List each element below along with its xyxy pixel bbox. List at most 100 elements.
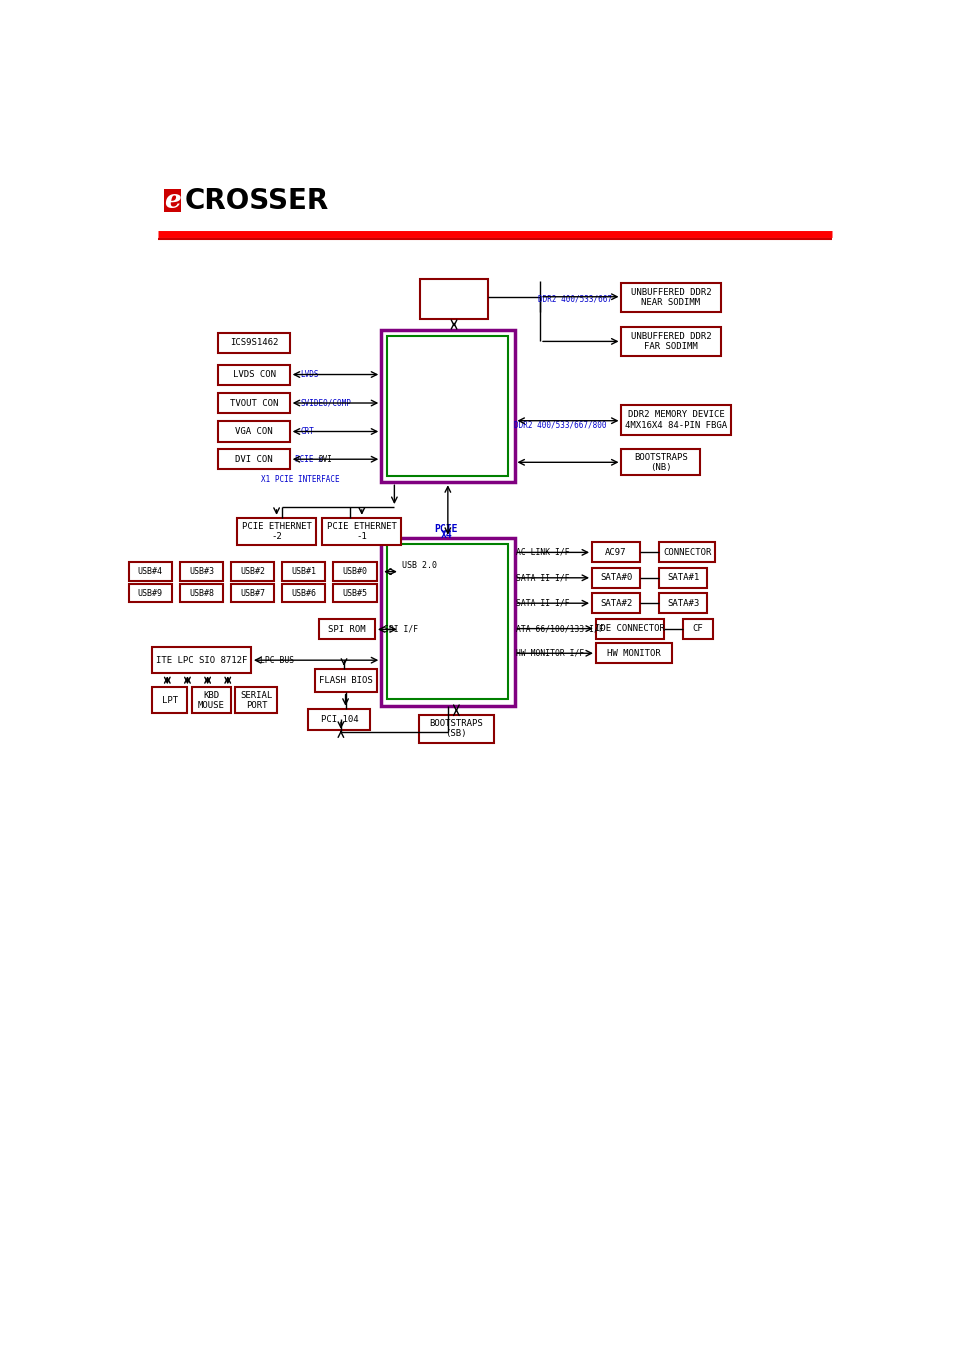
Bar — [218, 364, 290, 385]
Text: FLASH BIOS: FLASH BIOS — [318, 676, 372, 684]
Bar — [596, 643, 671, 663]
Bar — [282, 563, 325, 580]
Bar — [592, 543, 639, 563]
Text: ITE LPC SIO 8712F: ITE LPC SIO 8712F — [155, 656, 247, 664]
Text: DDR2 MEMORY DEVICE
4MX16X4 84-PIN FBGA: DDR2 MEMORY DEVICE 4MX16X4 84-PIN FBGA — [625, 410, 727, 429]
Text: LVDS: LVDS — [300, 370, 318, 379]
Text: VGA CON: VGA CON — [235, 427, 273, 436]
Bar — [381, 537, 514, 706]
Text: SERIAL
PORT: SERIAL PORT — [240, 691, 273, 710]
Bar — [387, 336, 508, 477]
Text: CROSSER: CROSSER — [184, 186, 328, 215]
Bar — [129, 563, 172, 580]
Bar — [419, 279, 488, 319]
Bar — [235, 687, 277, 713]
Text: PCIE ETHERNET
-1: PCIE ETHERNET -1 — [327, 522, 396, 541]
Bar — [179, 563, 223, 580]
Bar — [152, 687, 187, 713]
Bar — [620, 450, 700, 475]
Text: PCIE ETHERNET
-2: PCIE ETHERNET -2 — [241, 522, 312, 541]
Text: USB 2.0: USB 2.0 — [402, 562, 436, 570]
Bar — [164, 189, 181, 212]
Text: HW MONITOR I/F: HW MONITOR I/F — [516, 649, 583, 657]
Text: USB#5: USB#5 — [342, 589, 367, 598]
Text: LPT: LPT — [161, 695, 177, 705]
Text: BOOTSTRAPS
(NB): BOOTSTRAPS (NB) — [634, 452, 687, 472]
Bar — [129, 585, 172, 602]
Text: DDR2 400/533/667: DDR2 400/533/667 — [537, 294, 611, 304]
Bar — [282, 585, 325, 602]
Text: SVIDEO/COMP: SVIDEO/COMP — [300, 398, 351, 408]
Text: CF: CF — [692, 624, 702, 633]
Text: ICS9S1462: ICS9S1462 — [230, 339, 278, 347]
Bar — [659, 568, 707, 587]
Text: USB#9: USB#9 — [137, 589, 163, 598]
Text: HW MONITOR: HW MONITOR — [606, 649, 660, 657]
Text: KBD
MOUSE: KBD MOUSE — [198, 691, 225, 710]
Text: USB#8: USB#8 — [189, 589, 213, 598]
Text: USB#6: USB#6 — [291, 589, 315, 598]
Bar — [659, 543, 715, 563]
Bar — [179, 585, 223, 602]
Bar — [218, 333, 290, 352]
Bar — [620, 327, 720, 356]
Text: UNBUFFERED DDR2
FAR SODIMM: UNBUFFERED DDR2 FAR SODIMM — [630, 332, 711, 351]
Text: USB#2: USB#2 — [240, 567, 265, 576]
Text: SPI ROM: SPI ROM — [328, 625, 366, 634]
Text: SATA#3: SATA#3 — [667, 598, 699, 608]
Bar — [236, 518, 315, 545]
Bar — [308, 709, 370, 730]
Text: PCIE: PCIE — [435, 524, 457, 533]
Text: TVOUT CON: TVOUT CON — [230, 398, 278, 408]
Bar — [659, 593, 707, 613]
Text: SATA II I/F: SATA II I/F — [516, 598, 569, 608]
Bar — [152, 647, 251, 674]
Text: USB#1: USB#1 — [291, 567, 315, 576]
Text: CRT: CRT — [300, 427, 314, 436]
Text: X1 PCIE INTERFACE: X1 PCIE INTERFACE — [261, 475, 339, 483]
Text: LPC BUS: LPC BUS — [260, 656, 294, 664]
Bar — [592, 593, 639, 613]
Bar — [381, 329, 514, 482]
Text: SATA#1: SATA#1 — [667, 574, 699, 582]
Text: USB#0: USB#0 — [342, 567, 367, 576]
Text: X4: X4 — [440, 531, 452, 540]
Text: USB#7: USB#7 — [240, 589, 265, 598]
Bar — [620, 284, 720, 312]
Text: ATA 66/100/133 I/F: ATA 66/100/133 I/F — [516, 624, 603, 633]
Text: AC97: AC97 — [604, 548, 626, 558]
Bar — [231, 585, 274, 602]
Text: SPI I/F: SPI I/F — [384, 625, 418, 634]
Text: PCI 104: PCI 104 — [320, 716, 357, 724]
Text: USB#4: USB#4 — [137, 567, 163, 576]
Text: SATA#2: SATA#2 — [599, 598, 632, 608]
Text: CONNECTOR: CONNECTOR — [662, 548, 711, 558]
Bar — [387, 544, 508, 699]
Bar — [333, 563, 376, 580]
Text: IDE CONNECTOR: IDE CONNECTOR — [595, 624, 664, 633]
Text: UNBUFFERED DDR2
NEAR SODIMM: UNBUFFERED DDR2 NEAR SODIMM — [630, 288, 711, 308]
Text: DVI CON: DVI CON — [235, 455, 273, 463]
Bar — [322, 518, 401, 545]
Bar — [418, 716, 493, 742]
Bar — [314, 668, 376, 691]
Text: PCIE x: PCIE x — [294, 455, 322, 463]
Text: AC LINK I/F: AC LINK I/F — [516, 548, 569, 558]
Text: BOOTSTRAPS
(SB): BOOTSTRAPS (SB) — [429, 720, 483, 738]
Bar — [218, 450, 290, 470]
Text: SATA#0: SATA#0 — [599, 574, 632, 582]
Bar — [218, 393, 290, 413]
Bar — [620, 405, 731, 435]
Text: LVDS CON: LVDS CON — [233, 370, 275, 379]
Text: DDR2 400/533/667/800: DDR2 400/533/667/800 — [514, 421, 606, 429]
Text: e: e — [164, 188, 181, 213]
Bar — [231, 563, 274, 580]
Bar — [192, 687, 231, 713]
Text: USB#3: USB#3 — [189, 567, 213, 576]
Bar — [319, 620, 375, 640]
Bar — [592, 568, 639, 587]
Bar — [218, 421, 290, 441]
Bar — [682, 618, 712, 639]
Text: SATA II I/F: SATA II I/F — [516, 574, 569, 582]
Bar — [333, 585, 376, 602]
